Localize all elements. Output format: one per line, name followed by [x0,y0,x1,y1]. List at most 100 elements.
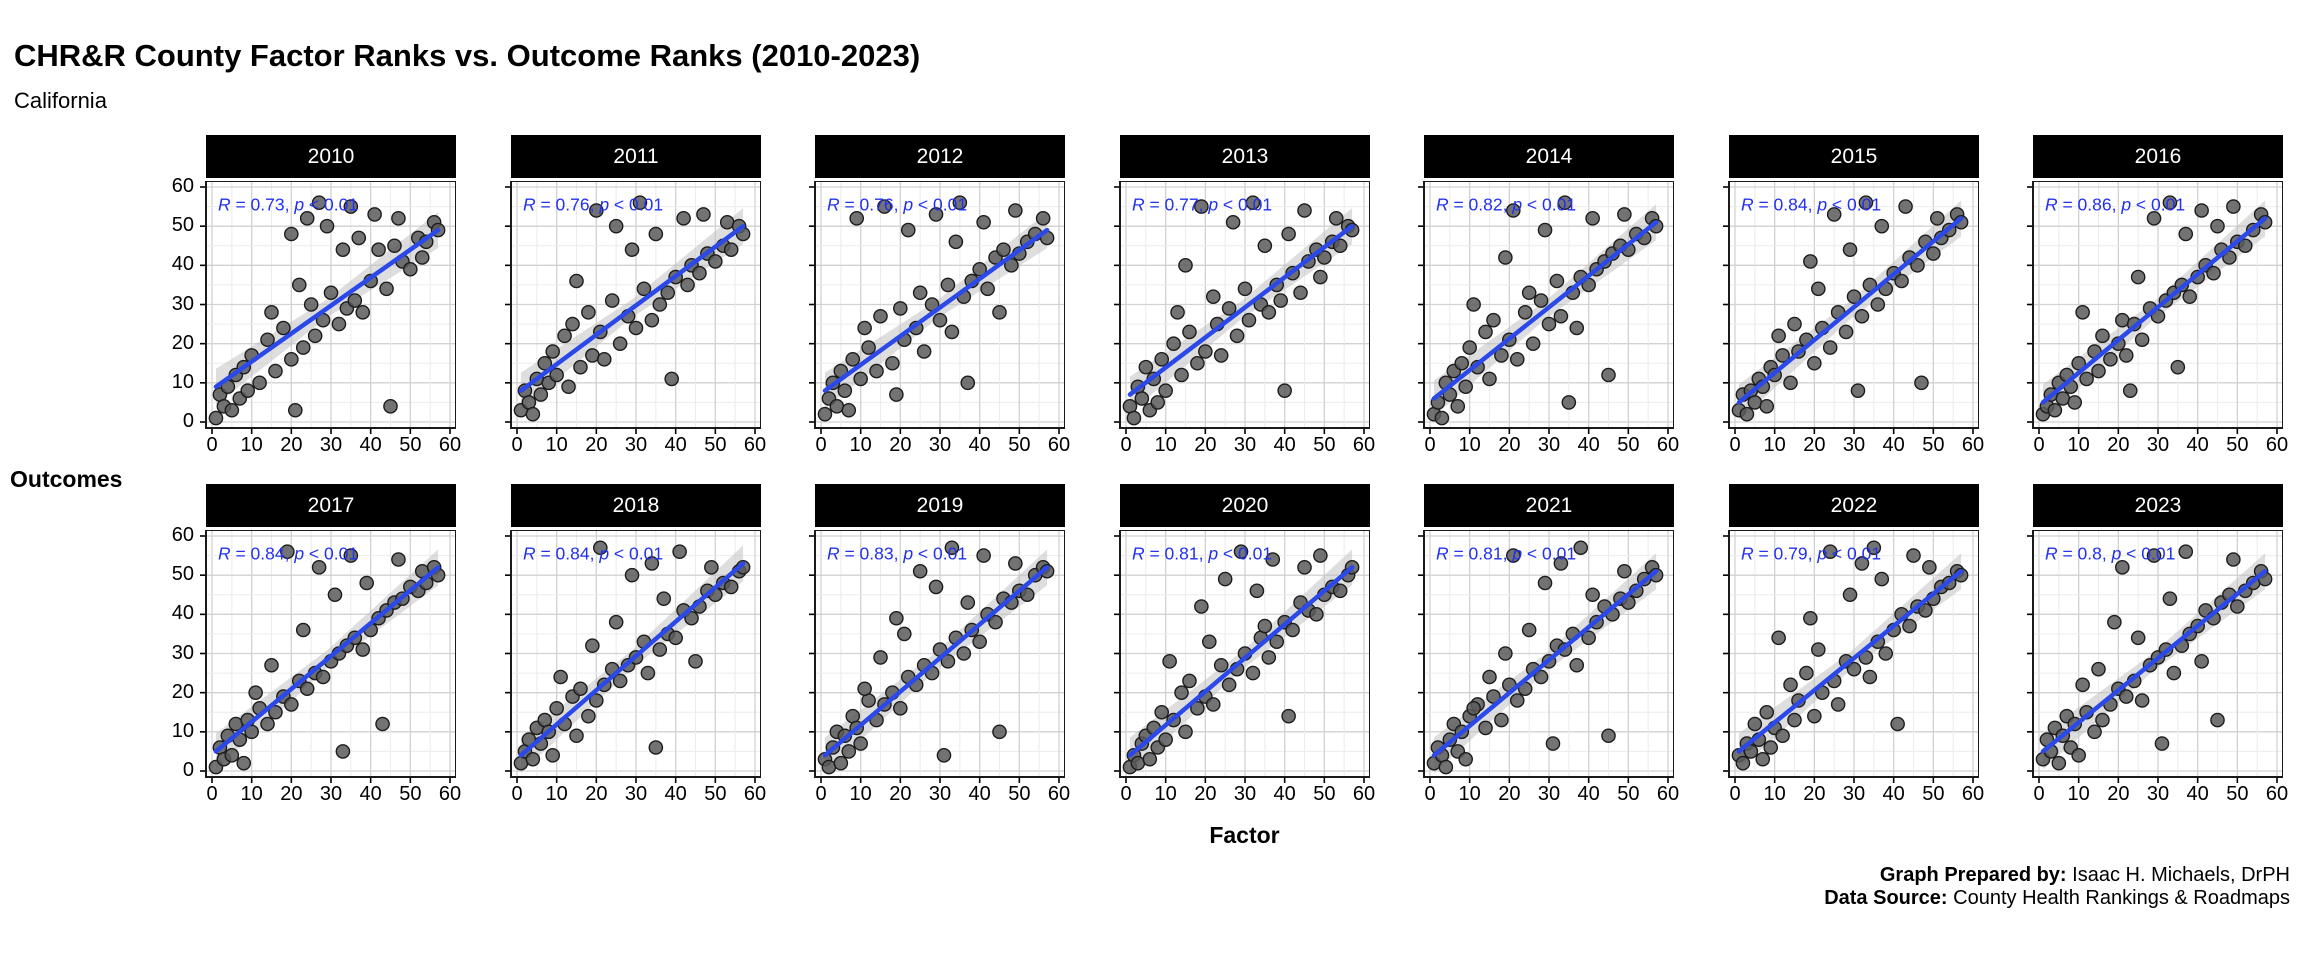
data-point [2055,391,2071,406]
data-point [2051,755,2067,771]
y-tick-label: 60 [171,175,194,197]
credits: Graph Prepared by: Isaac H. Michaels, Dr… [1824,864,2290,910]
data-point [948,234,964,250]
x-tick-label: 0 [1729,783,1741,805]
data-point [1142,751,1158,767]
data-point [569,728,584,744]
trend-line [1127,223,1355,397]
data-point [2222,250,2237,265]
data-point [1178,258,1193,273]
data-point [1890,716,1905,732]
x-tick-label: 60 [1047,783,1071,805]
data-point [1182,673,1197,689]
data-point [596,352,612,367]
data-point [1783,375,1798,391]
data-point [1799,665,1814,681]
data-point [585,638,600,653]
data-point [1138,359,1154,375]
data-point [992,305,1007,320]
data-point [1494,348,1509,363]
data-point [2134,693,2150,708]
facet-strip-2023: 2023 [2033,484,2283,527]
scatter-panel-2023: R = 0.8, p < 0.01 [2027,530,2283,783]
data-point [612,336,628,351]
data-point [912,285,928,301]
correlation-label: R = 0.79, p < 0.01 [1741,544,1881,564]
data-point [537,355,553,371]
facet-strip-2018: 2018 [511,484,761,527]
data-point [1217,571,1233,587]
x-tick-label: 30 [928,783,952,805]
x-tick-label: 10 [1763,434,1786,456]
data-point [1309,607,1324,622]
data-point [557,328,572,344]
data-point [391,211,406,226]
x-tick-label: 20 [1803,434,1826,456]
data-point [861,340,876,355]
data-point [2079,371,2094,387]
data-point [1154,352,1170,367]
panel-border [814,181,1065,429]
data-point [1019,587,1035,603]
data-point [612,673,628,689]
x-tick-label: 0 [511,783,523,805]
data-point [940,277,956,293]
y-tick-label: 0 [182,410,194,432]
data-point [1910,258,1925,273]
data-point [299,211,315,226]
data-point [1553,308,1569,324]
data-point [2230,599,2245,614]
credit-prepared-by: Graph Prepared by: Isaac H. Michaels, Dr… [1824,864,2290,887]
x-tick-label: 30 [2146,783,2170,805]
data-point [1285,622,1300,638]
data-point [1182,324,1197,340]
x-tick-label: 30 [2146,434,2170,456]
x-tick-label: 50 [2226,783,2249,805]
data-point [696,207,711,222]
y-tick-label: 20 [171,331,194,354]
data-point [688,654,703,669]
data-point [244,724,259,740]
facet-strip-2015: 2015 [1729,135,1979,178]
data-point [1466,701,1481,716]
data-point [1811,281,1826,297]
data-point [2095,712,2110,728]
data-point [2071,355,2086,371]
x-tick-label: 20 [585,434,608,456]
data-point [260,332,275,348]
data-point [1213,657,1229,673]
x-tick-label: 40 [1273,783,1296,805]
data-point [1332,583,1348,599]
data-point [1257,238,1273,254]
data-point [853,736,868,751]
data-point [307,328,323,344]
data-point [581,305,596,320]
data-point [1317,250,1332,265]
data-point [1549,273,1565,289]
data-point [2210,712,2225,728]
x-axis-title: Factor [1209,822,1280,848]
data-point [260,716,275,732]
data-source-label: Data Source: [1824,887,1948,909]
data-point [315,669,331,685]
data-point [2091,363,2106,379]
x-tick-label: 60 [1961,434,1985,456]
trend-line [213,227,441,389]
data-point [1783,677,1798,693]
x-tick-label: 10 [2067,434,2090,456]
data-point [932,312,948,328]
facet-strip-2012: 2012 [815,135,1065,178]
x-tick-label: 10 [1154,783,1177,805]
data-point [644,312,660,328]
data-point [331,316,347,332]
data-point [208,410,224,426]
data-point [1914,375,1929,391]
data-point [1525,336,1541,351]
x-tick-label: 50 [1008,434,1031,456]
scatter-panel-2011: R = 0.76, p < 0.01 [505,181,761,434]
x-tick-label: 60 [2265,783,2289,805]
data-point [1735,755,1751,771]
data-point [1521,285,1537,301]
data-point [853,371,868,387]
data-point [1194,199,1209,214]
